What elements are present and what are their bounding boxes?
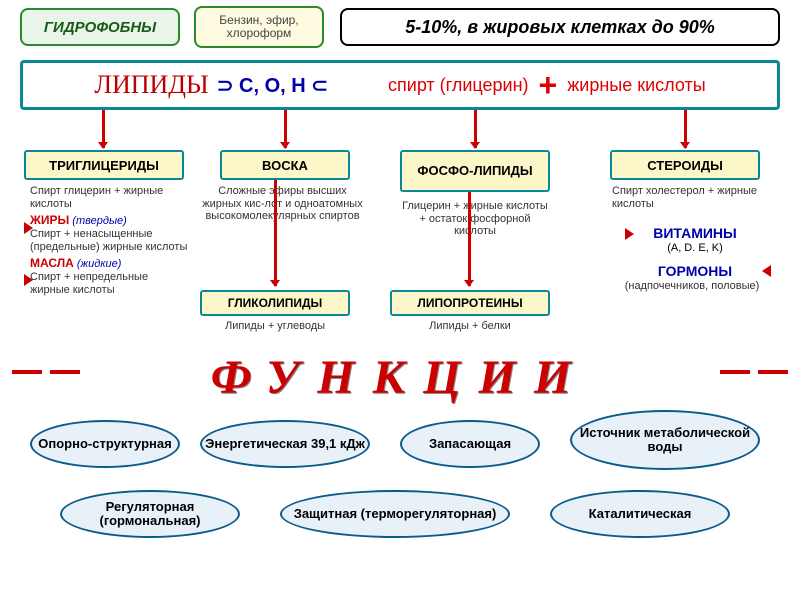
percent-box: 5-10%, в жировых клетках до 90% bbox=[340, 8, 780, 46]
arrow-icon bbox=[274, 180, 277, 286]
triglycerides-box: ТРИГЛИЦЕРИДЫ bbox=[24, 150, 184, 180]
function-catalytic: Каталитическая bbox=[550, 490, 730, 538]
steroids-desc: Спирт холестерол + жирные кислоты bbox=[612, 185, 767, 210]
function-structural: Опорно-структурная bbox=[30, 420, 180, 468]
triangle-icon bbox=[24, 222, 39, 234]
triangle-icon bbox=[625, 228, 640, 240]
plus-icon: + bbox=[539, 67, 558, 104]
arrow-icon bbox=[284, 110, 287, 148]
fats-note: (твердые) bbox=[72, 215, 127, 227]
fatty-acids-label: жирные кислоты bbox=[567, 76, 705, 94]
hydrophobic-box: ГИДРОФОБНЫ bbox=[20, 8, 180, 46]
arrow-icon bbox=[474, 110, 477, 148]
alcohol-label: спирт (глицерин) bbox=[388, 76, 529, 94]
dash-icon bbox=[758, 370, 788, 374]
vitamins-list: (A, D. E, K) bbox=[640, 242, 750, 254]
glyco-desc: Липиды + углеводы bbox=[200, 320, 350, 332]
function-protective: Защитная (терморегуляторная) bbox=[280, 490, 510, 538]
hormones-label: ГОРМОНЫ bbox=[640, 263, 750, 279]
hormones-list: (надпочечников, половые) bbox=[612, 280, 772, 292]
trig-comp: Спирт глицерин + жирные кислоты bbox=[30, 185, 190, 210]
triangle-icon bbox=[24, 274, 39, 286]
waxes-desc: Сложные эфиры высших жирных кис-лот и од… bbox=[200, 185, 365, 223]
steroids-box: СТЕРОИДЫ bbox=[610, 150, 760, 180]
dash-icon bbox=[720, 370, 750, 374]
phospholipids-box: ФОСФО-ЛИПИДЫ bbox=[400, 150, 550, 192]
function-energy: Энергетическая 39,1 кДж bbox=[200, 420, 370, 468]
percent-text: 5-10%, в жировых клетках до 90% bbox=[405, 17, 714, 38]
vitamins-label: ВИТАМИНЫ bbox=[640, 225, 750, 241]
functions-title: ФУНКЦИИ bbox=[0, 350, 800, 405]
function-water: Источник метаболической воды bbox=[570, 410, 760, 470]
function-regulatory: Регуляторная (гормональная) bbox=[60, 490, 240, 538]
function-storage: Запасающая bbox=[400, 420, 540, 468]
lipoproteins-box: ЛИПОПРОТЕИНЫ bbox=[390, 290, 550, 316]
fats-desc: Спирт + ненасыщенные (предельные) жирные… bbox=[30, 228, 190, 253]
solvents-box: Бензин, эфир, хлороформ bbox=[194, 6, 324, 48]
lipo-desc: Липиды + белки bbox=[390, 320, 550, 332]
glycolipids-box: ГЛИКОЛИПИДЫ bbox=[200, 290, 350, 316]
triangle-icon bbox=[756, 265, 771, 277]
elements-text: ⊃ С, О, Н ⊂ bbox=[217, 73, 328, 98]
oils-label: МАСЛА bbox=[30, 256, 74, 270]
arrow-icon bbox=[684, 110, 687, 148]
arrow-icon bbox=[468, 192, 471, 286]
phospho-desc: Глицерин + жирные кислоты + остаток фосф… bbox=[400, 200, 550, 238]
triglycerides-desc: Спирт глицерин + жирные кислоты ЖИРЫ (тв… bbox=[30, 185, 190, 296]
oils-note: (жидкие) bbox=[77, 258, 122, 270]
waxes-box: ВОСКА bbox=[220, 150, 350, 180]
lipids-title: ЛИПИДЫ bbox=[94, 70, 208, 100]
oils-desc: Спирт + непредельные жирные кислоты bbox=[30, 271, 190, 296]
arrow-icon bbox=[102, 110, 105, 148]
lipids-main-box: ЛИПИДЫ ⊃ С, О, Н ⊂ спирт (глицерин) + жи… bbox=[20, 60, 780, 110]
